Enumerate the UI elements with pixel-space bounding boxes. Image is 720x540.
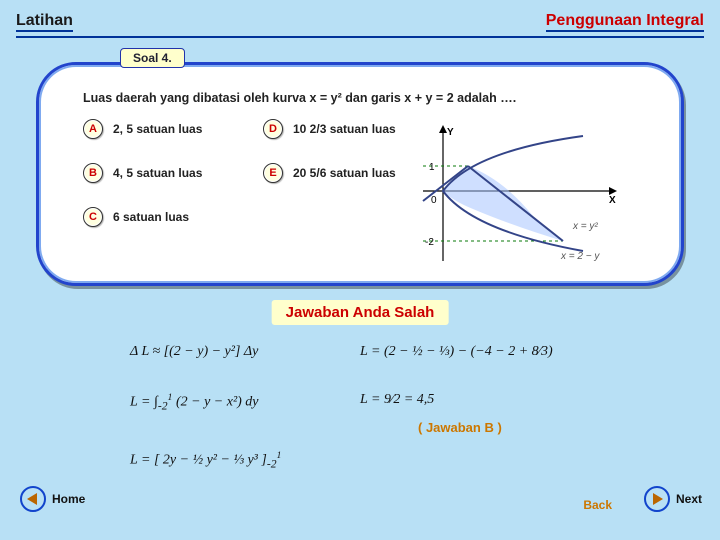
ytick-0: 0 [431,195,437,206]
option-D-label: 10 2/3 satuan luas [293,122,396,136]
header-right: Penggunaan Integral [546,12,704,32]
option-A-circle[interactable]: A [83,119,103,139]
next-button[interactable]: Next [644,486,702,512]
back-button[interactable]: Back [583,498,612,512]
home-label: Home [52,492,85,506]
header-left: Latihan [16,12,73,32]
option-C-label: 6 satuan luas [113,210,189,224]
option-A[interactable]: A 2, 5 satuan luas [83,119,202,139]
next-label: Next [676,492,702,506]
work-eval2: L = 9⁄2 = 4,5 [360,392,434,408]
header-divider [16,36,704,38]
question-text: Luas daerah yang dibatasi oleh kurva x =… [83,91,651,105]
graph-region: Y X 1 0 -2 x = y² x = 2 − y [413,121,623,271]
option-B-label: 4, 5 satuan luas [113,166,202,180]
option-B-circle[interactable]: B [83,163,103,183]
option-E[interactable]: E 20 5/6 satuan luas [263,163,396,183]
graph-svg: Y X 1 0 -2 x = y² x = 2 − y [413,121,623,271]
question-panel: Luas daerah yang dibatasi oleh kurva x =… [36,62,684,286]
work-delta: Δ L ≈ [(2 − y) − y²] Δy [130,344,258,360]
answer-note: ( Jawaban B ) [418,420,502,435]
work-antideriv: L = [ 2y − ½ y² − ⅓ y³ ]-21 [130,450,281,470]
option-B[interactable]: B 4, 5 satuan luas [83,163,202,183]
page-root: Latihan Penggunaan Integral Soal 4. Luas… [0,0,720,540]
question-tab: Soal 4. [120,48,185,68]
home-arrow-icon [20,486,46,512]
home-button[interactable]: Home [20,486,85,512]
line-label: x = 2 − y [560,251,600,262]
option-D-circle[interactable]: D [263,119,283,139]
ytick-1: 1 [429,162,435,173]
next-arrow-icon [644,486,670,512]
work-eval1: L = (2 − ½ − ⅓) − (−4 − 2 + 8⁄3) [360,344,553,360]
option-C-circle[interactable]: C [83,207,103,227]
options-block: A 2, 5 satuan luas B 4, 5 satuan luas C … [83,119,651,249]
option-E-circle[interactable]: E [263,163,283,183]
work-integral: L = ∫-21 (2 − y − x²) dy [130,392,259,412]
y-axis-label: Y [447,127,454,138]
ytick-neg2: -2 [425,237,434,248]
feedback-banner: Jawaban Anda Salah [272,300,449,325]
option-A-label: 2, 5 satuan luas [113,122,202,136]
option-D[interactable]: D 10 2/3 satuan luas [263,119,396,139]
x-axis-label: X [609,195,616,206]
option-E-label: 20 5/6 satuan luas [293,166,396,180]
curve-label: x = y² [572,221,598,232]
option-C[interactable]: C 6 satuan luas [83,207,189,227]
header: Latihan Penggunaan Integral [10,12,710,38]
